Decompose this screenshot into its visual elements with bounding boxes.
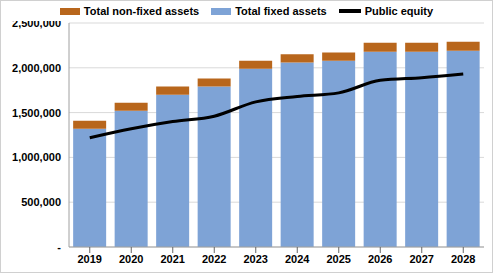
svg-text:500,000: 500,000 [21, 196, 61, 208]
svg-text:2024: 2024 [285, 253, 310, 265]
svg-text:2,000,000: 2,000,000 [12, 62, 61, 74]
html-text:Public equity: Public equity [364, 5, 434, 17]
svg-text:2020: 2020 [119, 253, 143, 265]
svg-text:2026: 2026 [368, 253, 392, 265]
svg-text:2021: 2021 [161, 253, 185, 265]
svg-text:2019: 2019 [78, 253, 102, 265]
svg-text:2027: 2027 [410, 253, 434, 265]
svg-text:2028: 2028 [451, 253, 475, 265]
svg-text:-: - [57, 241, 61, 253]
svg-text:1,500,000: 1,500,000 [12, 107, 61, 119]
html-text:Total fixed assets: Total fixed assets [235, 5, 327, 17]
svg-text:2022: 2022 [202, 253, 226, 265]
svg-text:2025: 2025 [327, 253, 351, 265]
svg-text:2,500,000: 2,500,000 [12, 21, 61, 29]
svg-text:1,000,000: 1,000,000 [12, 151, 61, 163]
svg-text:2023: 2023 [244, 253, 268, 265]
html-text:Total non-fixed assets: Total non-fixed assets [83, 5, 200, 17]
